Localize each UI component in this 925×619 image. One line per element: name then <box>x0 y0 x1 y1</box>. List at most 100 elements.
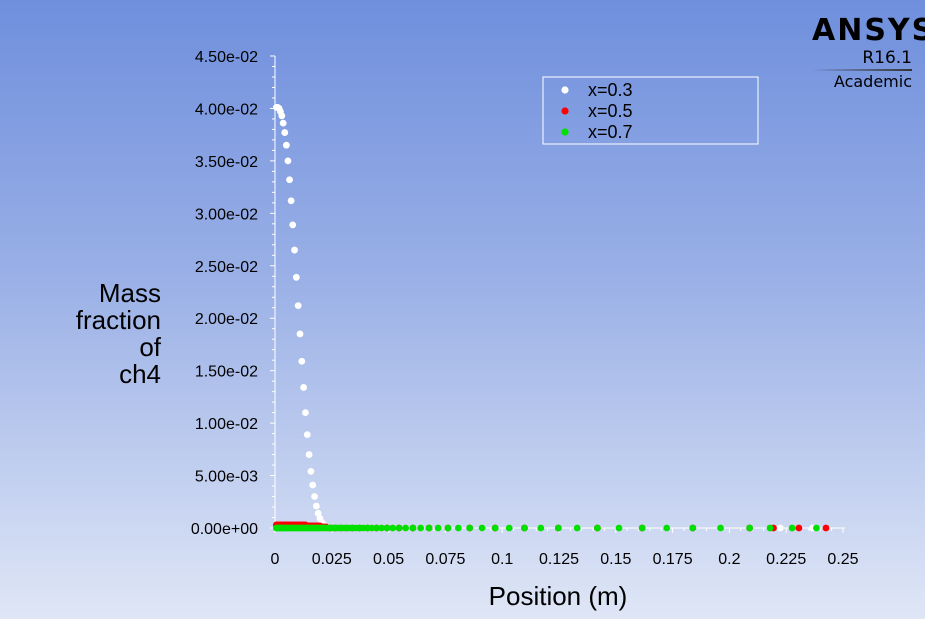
data-point <box>373 524 380 532</box>
y-axis-title-line: ch4 <box>119 359 161 389</box>
legend-label: x=0.3 <box>588 80 633 100</box>
data-point <box>466 524 474 532</box>
y-axis-title-line: Mass <box>99 278 161 308</box>
data-point <box>314 509 322 517</box>
legend-box <box>542 76 759 145</box>
x-tick-label: 0.2 <box>718 551 740 568</box>
data-point <box>491 524 499 532</box>
x-tick-label: 0.175 <box>653 551 693 568</box>
data-point <box>822 524 830 532</box>
y-tick-label: 1.50e-02 <box>195 364 258 381</box>
data-point <box>409 524 417 532</box>
legend-label: x=0.7 <box>588 122 633 142</box>
data-point <box>312 502 320 510</box>
data-point <box>766 524 774 532</box>
data-point <box>289 221 297 229</box>
data-point <box>311 493 318 500</box>
x-tick-label: 0.025 <box>312 551 352 568</box>
data-point <box>281 129 289 136</box>
y-axis-title-line: of <box>139 332 161 362</box>
x-tick-label: 0 <box>271 551 280 568</box>
data-point <box>689 524 697 532</box>
logo-version: R16.1 <box>862 48 912 68</box>
data-point <box>291 246 298 254</box>
data-point <box>282 141 290 149</box>
x-tick-label: 0.1 <box>491 551 513 568</box>
x-tick-label: 0.15 <box>600 551 631 568</box>
data-point <box>305 451 313 458</box>
data-point <box>378 524 385 532</box>
axes <box>274 56 845 529</box>
data-point <box>776 524 784 532</box>
data-point <box>389 524 397 532</box>
data-point <box>454 524 462 532</box>
data-point <box>417 524 425 532</box>
data-point <box>615 524 623 532</box>
y-axis-ticks: 0.00e+00 5.00e-03 1.00e-02 1.50e-02 2.00e-02… <box>191 49 275 538</box>
x-tick-label: 0.075 <box>425 551 465 568</box>
legend: x=0.3x=0.5x=0.7 <box>542 76 759 145</box>
data-point <box>303 431 311 439</box>
y-tick-label: 3.00e-02 <box>195 206 258 223</box>
data-point <box>296 330 304 338</box>
y-tick-label: 3.50e-02 <box>195 154 258 171</box>
data-point <box>287 197 295 205</box>
legend-marker <box>561 107 569 115</box>
y-tick-label: 4.00e-02 <box>195 101 258 118</box>
data-point <box>278 112 286 120</box>
legend-marker <box>561 86 569 94</box>
data-point <box>300 384 308 391</box>
data-point <box>395 524 403 532</box>
logo-divider <box>812 69 912 71</box>
data-point <box>294 302 302 310</box>
data-point <box>309 481 317 489</box>
ansys-logo: ANSYS R16.1 Academic <box>812 13 925 91</box>
data-point <box>537 524 545 532</box>
y-tick-label: 5.00e-03 <box>195 469 258 486</box>
series-x=0.7 <box>272 524 820 532</box>
y-tick-label: 2.50e-02 <box>195 259 258 276</box>
x-tick-label: 0.05 <box>373 551 404 568</box>
data-point <box>302 409 309 417</box>
y-tick-label: 2.00e-02 <box>195 311 258 328</box>
data-point <box>434 524 442 532</box>
y-tick-label: 4.50e-02 <box>195 49 258 66</box>
data-point <box>402 524 410 532</box>
logo-brand: ANSYS <box>812 13 925 48</box>
x-tick-label: 0.25 <box>827 551 858 568</box>
data-point <box>478 524 486 532</box>
data-point <box>286 176 293 184</box>
data-point <box>284 157 292 165</box>
data-point <box>368 524 376 532</box>
data-point <box>505 524 513 532</box>
data-point <box>554 524 562 532</box>
x-axis-ticks: 0 0.025 0.05 0.075 0.1 0.125 0.15 0.175 0.2 0.225… <box>271 528 859 568</box>
data-point <box>521 524 528 532</box>
legend-label: x=0.5 <box>588 101 633 121</box>
series-x=0.3 <box>272 104 816 532</box>
data-point <box>307 467 315 475</box>
x-tick-label: 0.225 <box>766 551 806 568</box>
data-point <box>788 524 796 532</box>
data-points <box>272 104 830 532</box>
y-axis-title-line: fraction <box>76 305 161 335</box>
data-point <box>813 524 820 532</box>
x-tick-label: 0.125 <box>539 551 579 568</box>
data-point <box>663 524 671 532</box>
data-point <box>444 524 452 532</box>
data-point <box>638 524 646 532</box>
data-point <box>746 524 754 532</box>
y-tick-label: 0.00e+00 <box>191 521 258 538</box>
data-point <box>298 357 306 365</box>
data-point <box>279 119 287 127</box>
legend-marker <box>561 128 569 136</box>
data-point <box>573 524 581 532</box>
data-point <box>795 524 803 532</box>
data-point <box>717 524 724 532</box>
logo-edition: Academic <box>833 72 912 91</box>
x-axis-title: Position (m) <box>489 581 628 611</box>
data-point <box>594 524 601 532</box>
data-point <box>292 273 300 281</box>
